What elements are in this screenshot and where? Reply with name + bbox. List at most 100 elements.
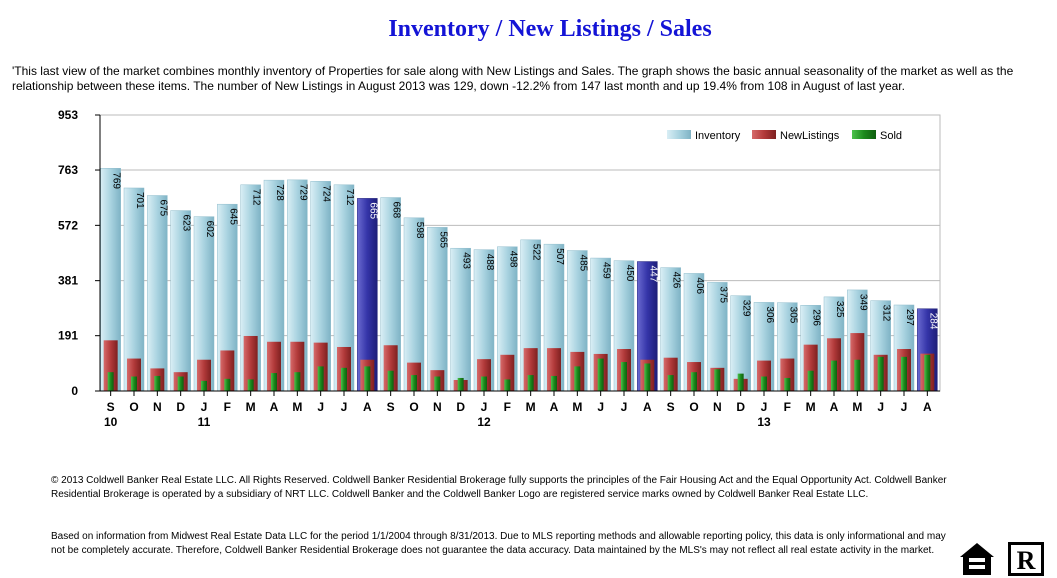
inventory-value-label: 507 <box>554 248 565 265</box>
inventory-value-label: 729 <box>297 184 308 201</box>
x-tick-label: F <box>504 400 511 414</box>
x-tick-label: M <box>806 400 816 414</box>
inventory-value-label: 598 <box>414 222 425 239</box>
sold-bar <box>504 379 511 391</box>
inventory-value-label: 450 <box>624 265 635 282</box>
inventory-value-label: 602 <box>204 221 215 238</box>
sold-bar <box>107 372 114 391</box>
inventory-value-label: 297 <box>904 309 915 326</box>
sold-bar <box>364 366 371 391</box>
sold-bar <box>714 369 721 391</box>
new-listings-bar <box>383 345 398 391</box>
inventory-value-label: 712 <box>344 189 355 206</box>
sold-bar <box>294 372 301 391</box>
inventory-value-label: 406 <box>694 277 705 294</box>
x-tick-label: D <box>736 400 745 414</box>
y-tick-label: 572 <box>58 218 78 232</box>
legend-swatch <box>852 130 876 139</box>
inventory-value-label: 498 <box>507 251 518 268</box>
x-year-label: 11 <box>198 415 211 429</box>
new-listings-bar <box>547 348 561 391</box>
x-tick-label: A <box>923 400 932 414</box>
sold-bar <box>597 358 604 391</box>
new-listings-bar <box>220 350 235 391</box>
inventory-value-label: 493 <box>461 252 472 269</box>
new-listings-bar <box>663 357 678 391</box>
sold-bar <box>317 366 324 391</box>
x-tick-label: N <box>433 400 442 414</box>
x-tick-label: M <box>526 400 536 414</box>
inventory-bar <box>427 227 448 392</box>
sold-bar <box>691 372 697 391</box>
new-listings-bar <box>267 341 281 391</box>
inventory-value-label: 312 <box>881 305 892 322</box>
equal-housing-icon <box>960 543 994 575</box>
new-listings-bar <box>197 359 211 391</box>
inventory-value-label: 488 <box>484 254 495 271</box>
y-tick-label: 381 <box>58 274 78 288</box>
inventory-value-label: 426 <box>671 272 682 289</box>
y-tick-label: 191 <box>58 329 78 343</box>
sold-bar <box>667 375 674 391</box>
x-tick-label: S <box>667 400 675 414</box>
data-source-notice: Based on information from Midwest Real E… <box>51 531 946 556</box>
realtor-logo: R <box>1008 542 1044 576</box>
x-tick-label: D <box>176 400 185 414</box>
sold-bar <box>807 370 814 391</box>
sold-bar <box>481 376 487 391</box>
inventory-value-label: 296 <box>811 309 822 326</box>
x-tick-label: J <box>597 400 604 414</box>
legend-swatch <box>667 130 691 139</box>
x-tick-label: M <box>572 400 582 414</box>
x-tick-label: M <box>246 400 256 414</box>
sold-bar <box>271 373 277 391</box>
inventory-value-label: 305 <box>787 307 798 324</box>
x-tick-label: F <box>784 400 791 414</box>
new-listings-bar <box>500 354 515 391</box>
sold-bar <box>387 370 394 391</box>
x-tick-label: J <box>621 400 628 414</box>
sold-bar <box>831 360 837 391</box>
new-listings-bar <box>477 359 491 391</box>
inventory-value-label: 565 <box>437 231 448 248</box>
sold-bar <box>737 373 744 391</box>
x-tick-label: J <box>341 400 348 414</box>
sold-bar <box>154 375 161 391</box>
x-tick-label: F <box>224 400 231 414</box>
new-listings-bar <box>757 360 771 391</box>
x-tick-label: A <box>643 400 652 414</box>
sold-bar <box>131 376 137 391</box>
x-tick-label: N <box>713 400 722 414</box>
new-listings-bar <box>290 341 305 391</box>
inventory-bar <box>170 210 191 392</box>
sold-bar <box>621 362 627 391</box>
copyright-notice: © 2013 Coldwell Banker Real Estate LLC. … <box>51 475 947 500</box>
new-listings-bar <box>127 358 141 391</box>
inventory-value-label: 447 <box>647 266 658 283</box>
sold-bar <box>761 376 767 391</box>
sold-bar <box>527 375 534 391</box>
x-tick-label: A <box>270 400 279 414</box>
inventory-value-label: 623 <box>181 215 192 232</box>
x-year-label: 10 <box>104 415 118 429</box>
inventory-bar <box>450 247 471 392</box>
x-tick-label: M <box>292 400 302 414</box>
x-tick-label: A <box>830 400 839 414</box>
x-year-label: 12 <box>477 415 491 429</box>
inventory-value-label: 724 <box>321 185 332 202</box>
y-tick-label: 0 <box>71 384 78 398</box>
inventory-value-label: 284 <box>927 313 938 330</box>
sold-bar <box>177 376 184 391</box>
sold-bar <box>551 375 557 391</box>
inventory-value-label: 675 <box>157 200 168 217</box>
sold-bar <box>784 377 791 391</box>
x-tick-label: J <box>201 400 208 414</box>
sold-bar <box>877 356 884 391</box>
sold-bar <box>224 378 231 391</box>
x-tick-label: A <box>550 400 559 414</box>
x-tick-label: M <box>852 400 862 414</box>
inventory-bar <box>147 195 168 392</box>
inventory-value-label: 349 <box>857 294 868 311</box>
sold-bar <box>854 359 861 391</box>
sold-bar <box>574 366 581 391</box>
